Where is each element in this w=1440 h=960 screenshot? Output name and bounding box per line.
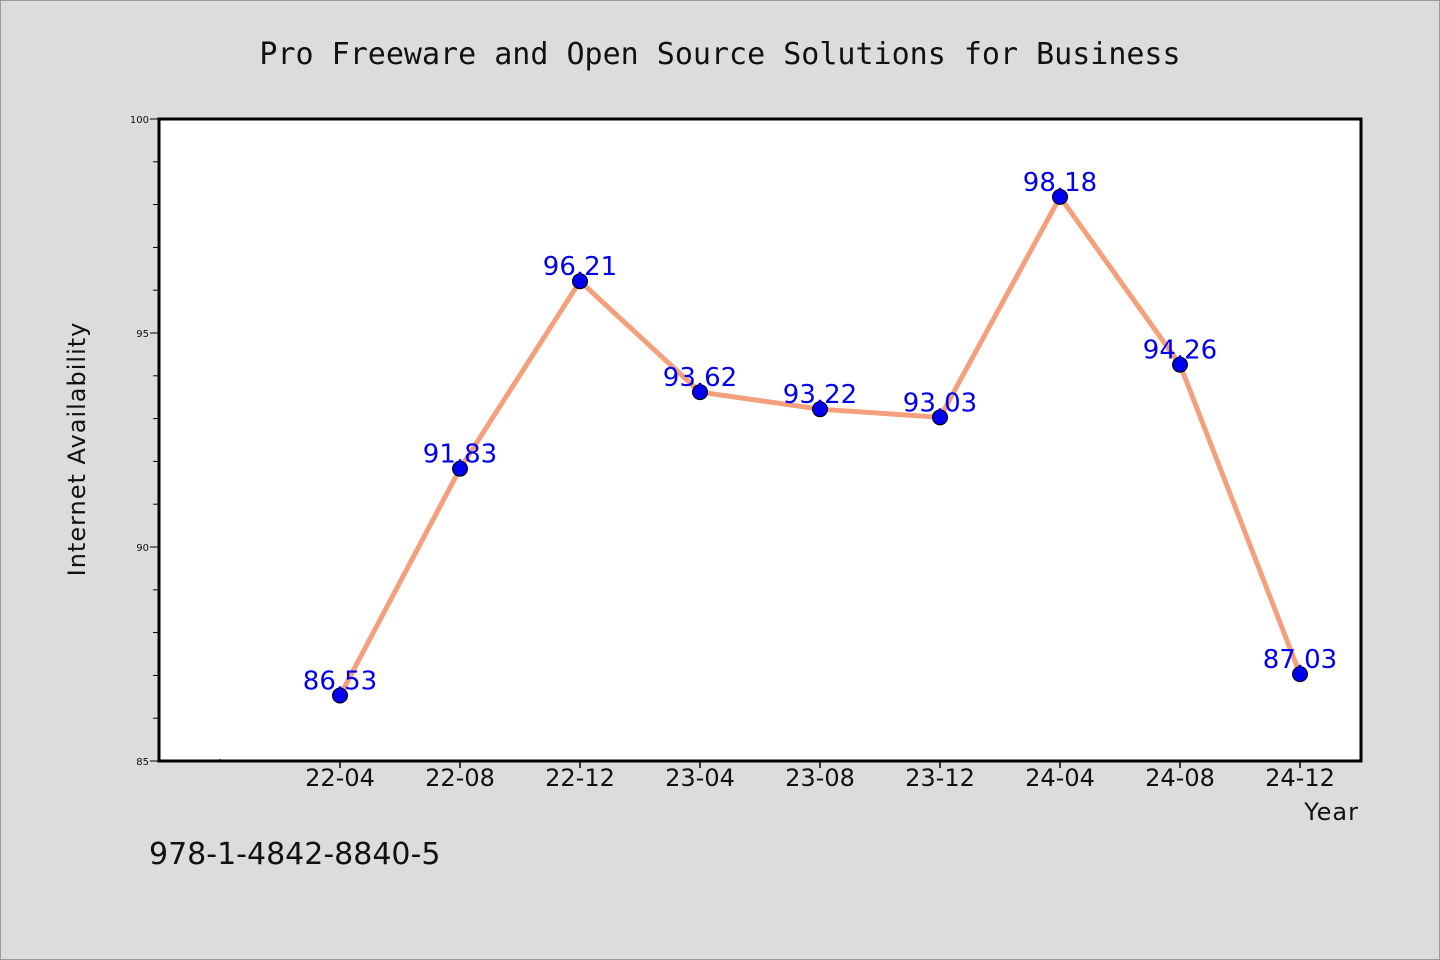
y-tick-label: 95 [136,329,149,340]
data-point [812,401,828,418]
data-label: 93.03 [903,388,977,418]
data-label: 87.03 [1263,645,1337,675]
x-tick-label: 23-12 [905,764,975,792]
data-label: 93.22 [783,380,857,410]
x-axis-label: Year [1303,798,1359,826]
data-point [692,384,708,401]
x-tick-label: 24-12 [1265,764,1335,792]
data-point [332,687,348,704]
data-point [572,273,588,290]
data-point [1052,188,1068,205]
x-tick-label: 22-12 [545,764,615,792]
data-point [1292,666,1308,683]
x-tick-label: 23-04 [665,764,735,792]
x-tick-label: 22-04 [305,764,375,792]
y-tick-label: 100 [130,115,149,126]
data-label: 91.83 [423,440,497,470]
data-label: 96.21 [543,252,617,282]
data-point [932,409,948,426]
x-tick-label: 23-08 [785,764,855,792]
x-tick-label: 24-08 [1145,764,1215,792]
data-label: 86.53 [303,667,377,697]
plot-area [157,117,1363,763]
data-labels: 86.53 91.83 96.21 93.62 93.22 93.03 98.18 94.26… [303,168,1337,697]
data-point [452,460,468,477]
y-axis-label: Internet Availability [63,322,91,577]
data-label: 94.26 [1143,336,1217,366]
y-tick-label: 90 [136,543,149,554]
x-tick-label: 22-08 [425,764,495,792]
x-tick-label: 24-04 [1025,764,1095,792]
y-tick-label: 85 [136,757,149,768]
isbn-text: 978-1-4842-8840-5 [149,837,440,872]
data-markers [332,188,1308,704]
y-axis: 85 90 95 100 [130,115,158,768]
data-label: 98.18 [1023,168,1097,198]
x-axis: 22-04 22-08 22-12 23-04 23-08 23-12 24-04 24-08… [219,759,1335,792]
chart-title: Pro Freeware and Open Source Solutions f… [259,37,1180,72]
data-label: 93.62 [663,363,737,393]
data-point [1172,356,1188,373]
